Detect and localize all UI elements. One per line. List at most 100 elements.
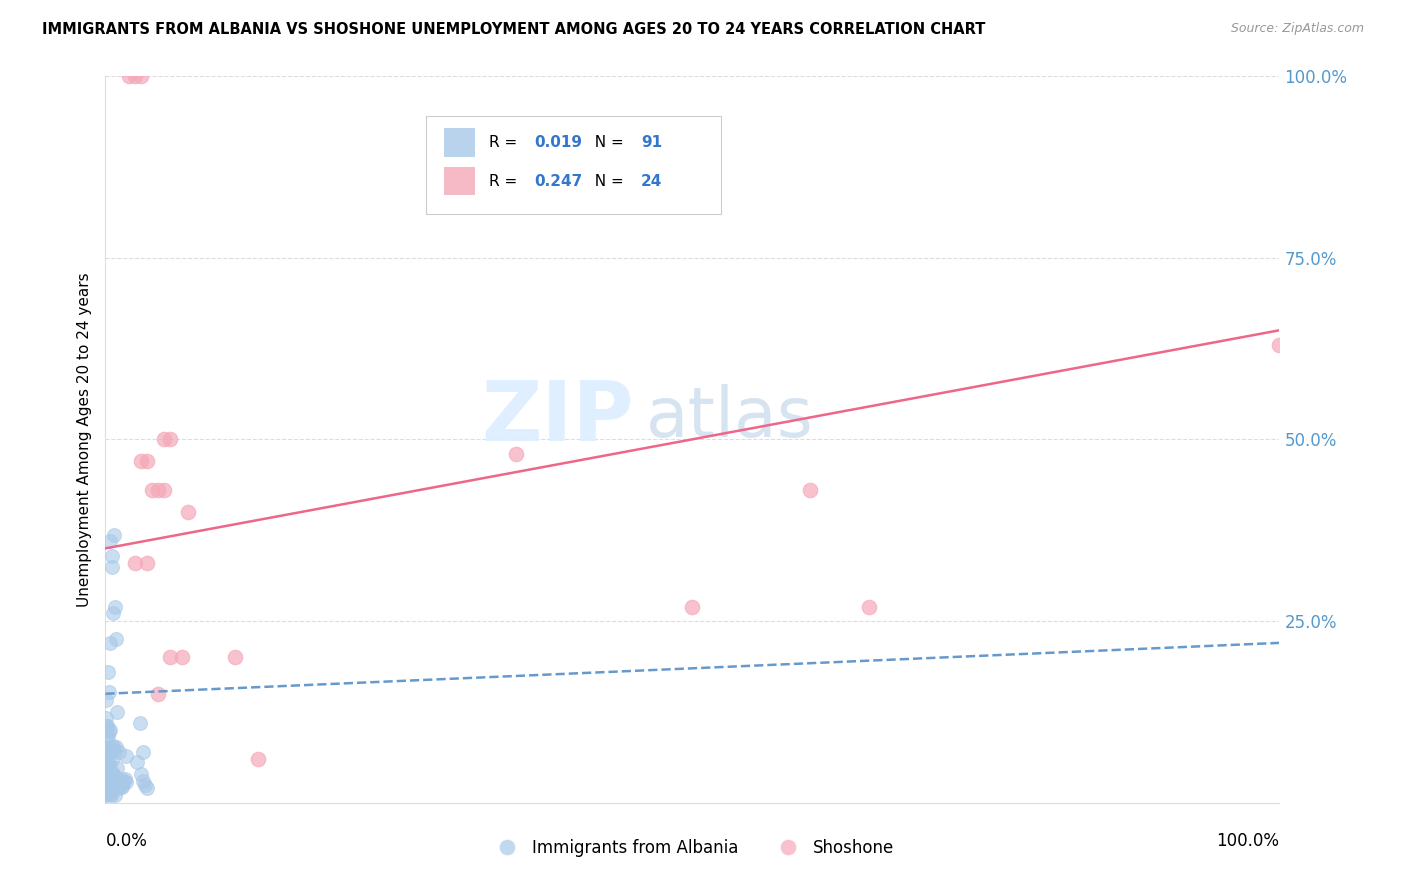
Point xyxy=(98,756,121,770)
Point xyxy=(105,740,128,755)
Text: Source: ZipAtlas.com: Source: ZipAtlas.com xyxy=(1230,22,1364,36)
Point xyxy=(96,693,118,707)
Point xyxy=(135,556,157,570)
Point xyxy=(96,773,118,788)
Point xyxy=(101,768,124,782)
Point xyxy=(100,788,122,802)
Point xyxy=(104,599,127,614)
Text: 91: 91 xyxy=(641,136,662,150)
Point xyxy=(96,769,118,783)
Text: N =: N = xyxy=(585,136,628,150)
Point xyxy=(96,780,118,795)
Point xyxy=(103,780,125,794)
Point xyxy=(129,767,152,781)
Point xyxy=(114,772,136,786)
Point xyxy=(105,779,128,793)
Text: ZIP: ZIP xyxy=(481,377,634,458)
Point xyxy=(124,69,146,83)
Point xyxy=(94,759,117,773)
Text: 100.0%: 100.0% xyxy=(1216,832,1279,850)
Point xyxy=(97,772,120,787)
Point xyxy=(94,789,117,803)
Point xyxy=(159,432,181,446)
Point xyxy=(94,768,117,782)
Text: 24: 24 xyxy=(641,174,662,188)
Point xyxy=(107,778,129,792)
Point xyxy=(153,483,176,498)
Point xyxy=(94,750,117,764)
Point xyxy=(505,447,527,461)
Point xyxy=(118,69,141,83)
Point xyxy=(96,740,118,755)
Point xyxy=(247,752,270,766)
Point xyxy=(94,781,117,796)
Point xyxy=(96,784,118,798)
Point xyxy=(94,779,117,793)
Point xyxy=(96,731,118,746)
Point xyxy=(105,706,128,720)
Text: R =: R = xyxy=(489,174,523,188)
Point xyxy=(124,556,146,570)
Text: R =: R = xyxy=(489,136,523,150)
Point xyxy=(98,785,121,799)
Text: IMMIGRANTS FROM ALBANIA VS SHOSHONE UNEMPLOYMENT AMONG AGES 20 TO 24 YEARS CORRE: IMMIGRANTS FROM ALBANIA VS SHOSHONE UNEM… xyxy=(42,22,986,37)
Text: 0.019: 0.019 xyxy=(534,136,582,150)
Point xyxy=(148,687,170,701)
Point xyxy=(98,746,121,760)
Point xyxy=(98,766,121,780)
Point xyxy=(141,483,163,498)
Point xyxy=(98,783,121,797)
Point xyxy=(100,753,122,767)
Point xyxy=(101,549,124,563)
Point xyxy=(103,769,125,783)
Point xyxy=(103,528,125,542)
Point xyxy=(98,635,121,649)
Point xyxy=(97,786,120,800)
Point xyxy=(94,776,117,790)
Point xyxy=(96,719,118,733)
Point xyxy=(97,729,120,743)
Point xyxy=(104,788,127,802)
Point xyxy=(103,743,125,757)
Point xyxy=(96,777,118,791)
Point xyxy=(97,775,120,789)
Point xyxy=(176,505,198,519)
Point xyxy=(135,780,157,795)
Y-axis label: Unemployment Among Ages 20 to 24 years: Unemployment Among Ages 20 to 24 years xyxy=(76,272,91,607)
Point xyxy=(799,483,821,498)
Point xyxy=(94,772,117,787)
Point xyxy=(111,780,134,794)
Text: 0.247: 0.247 xyxy=(534,174,582,188)
Point xyxy=(153,432,176,446)
Point xyxy=(100,768,122,782)
Point xyxy=(134,778,156,792)
Point xyxy=(96,780,118,795)
Point xyxy=(112,774,135,789)
Point xyxy=(148,483,170,498)
Point xyxy=(100,560,122,574)
Point xyxy=(100,767,122,781)
Point xyxy=(682,599,704,614)
Point xyxy=(98,788,121,802)
Point xyxy=(96,747,118,762)
Point xyxy=(132,773,155,788)
Point xyxy=(170,650,193,665)
Point xyxy=(110,772,132,787)
Point xyxy=(97,780,120,795)
Point xyxy=(129,715,152,730)
Point xyxy=(96,777,118,791)
Point xyxy=(101,741,124,756)
Point xyxy=(224,650,246,665)
Point xyxy=(125,755,148,769)
Text: 0.0%: 0.0% xyxy=(105,832,148,850)
Point xyxy=(105,632,128,647)
Point xyxy=(101,780,124,795)
Point xyxy=(94,740,117,755)
Point xyxy=(159,650,181,665)
Point xyxy=(96,711,118,725)
Point xyxy=(98,723,121,737)
Point xyxy=(1268,338,1291,352)
Point xyxy=(96,782,118,797)
Point xyxy=(96,753,118,767)
Point xyxy=(98,685,121,699)
